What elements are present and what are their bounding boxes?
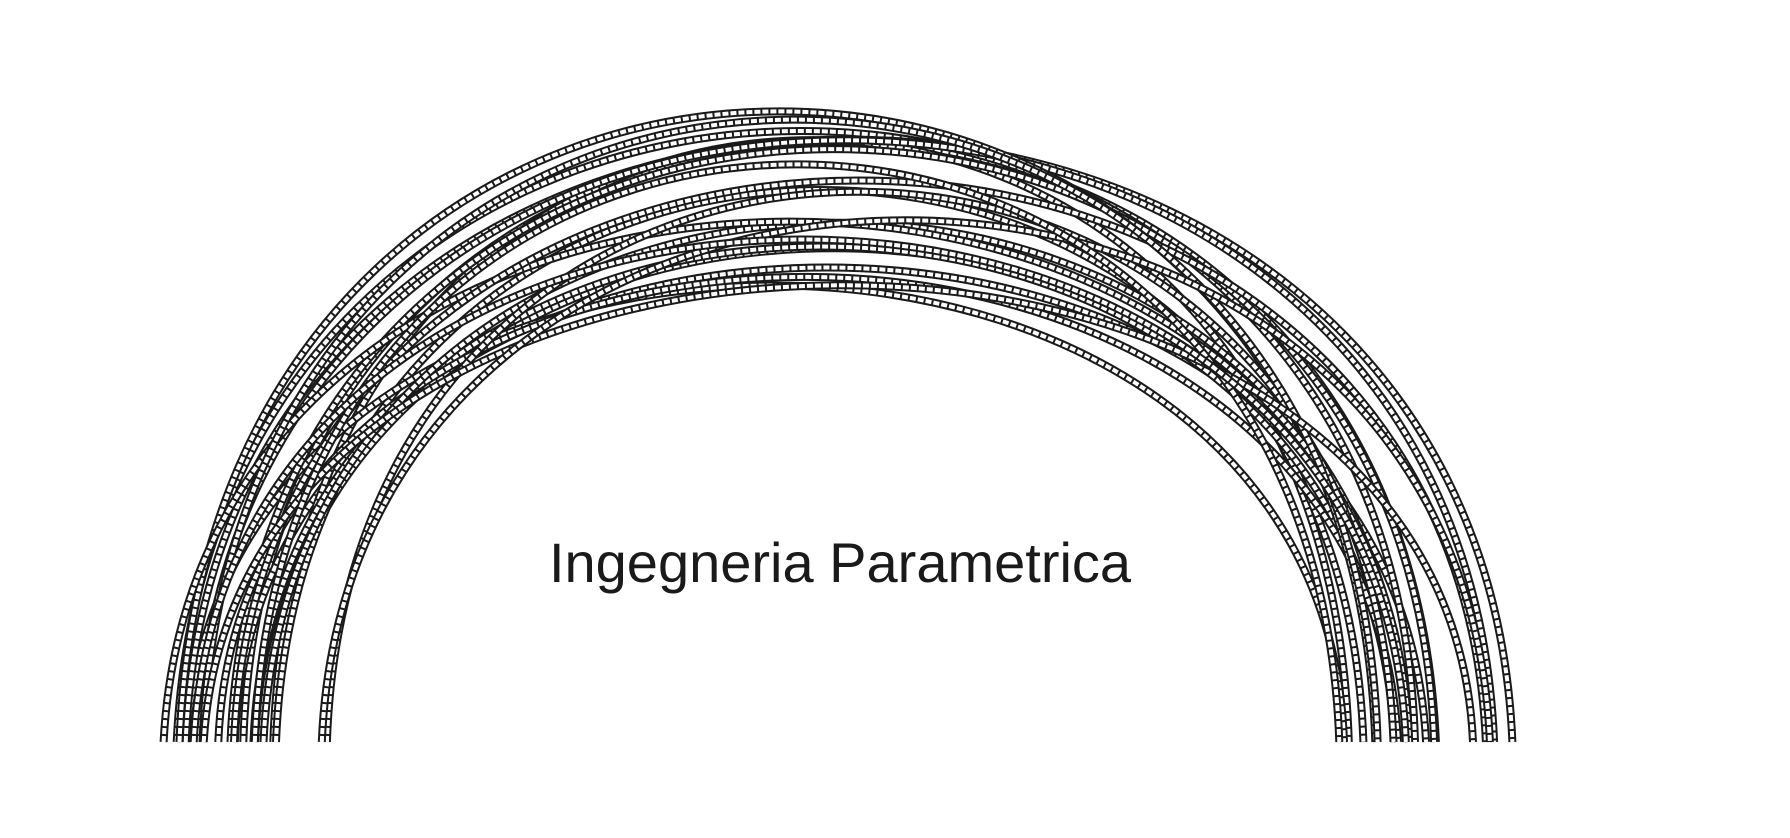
rib-hatch	[252, 162, 1342, 743]
rib-hatch	[191, 237, 1408, 743]
arch-rib	[199, 281, 1477, 743]
arch-rib	[317, 216, 1494, 743]
rib-hatch	[251, 244, 1397, 743]
caption-title: Ingegneria Parametrica	[548, 531, 1132, 594]
arch-rib	[189, 235, 1410, 743]
rib-hatch	[201, 283, 1475, 743]
rib-hatch	[174, 129, 1417, 743]
arch-rib	[249, 242, 1399, 743]
rib-hatch	[319, 218, 1492, 743]
arch-rib	[172, 127, 1419, 743]
arch-rib	[250, 160, 1344, 743]
arch-ribs	[159, 107, 1517, 743]
